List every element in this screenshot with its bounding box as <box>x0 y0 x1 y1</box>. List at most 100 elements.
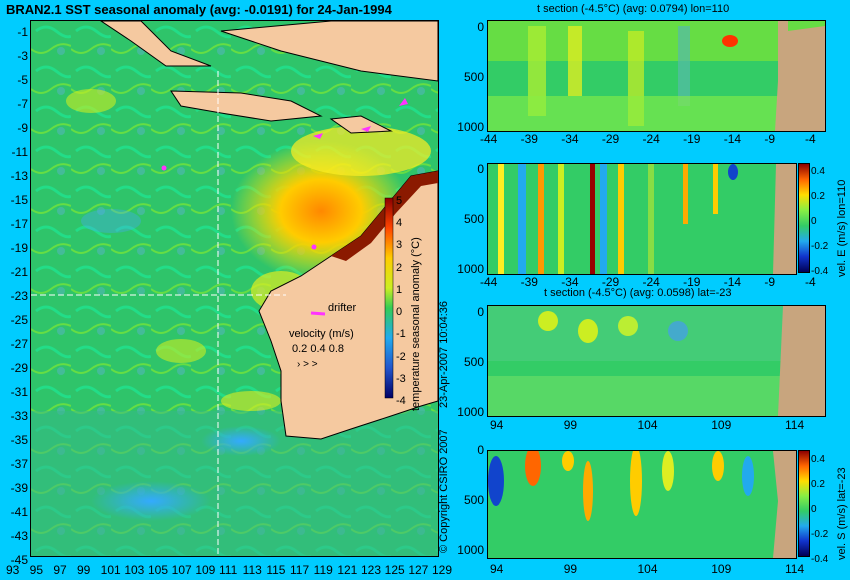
lon-tick-label: 113 <box>242 563 262 577</box>
y-tick-label: 1000 <box>457 543 484 557</box>
y-tick-label: 1000 <box>457 405 484 419</box>
x-tick-label: -39 <box>520 275 538 289</box>
lon-tick-label: 105 <box>148 563 169 577</box>
lon-tick-label: 121 <box>337 563 358 577</box>
t-lat-section-canvas <box>488 306 825 416</box>
velocity-legend-title: velocity (m/s) <box>289 328 354 340</box>
drifter-label: drifter <box>328 302 356 314</box>
sst-colorbar-tick: 1 <box>396 283 403 296</box>
colorbar-tick: 0 <box>811 504 817 515</box>
y-tick-label: 1000 <box>457 120 484 134</box>
cool-anomaly <box>201 426 281 456</box>
vel-s-section-plot[interactable] <box>487 450 797 559</box>
lon-tick-label: 123 <box>361 563 382 577</box>
lat-tick-label: -41 <box>10 505 28 519</box>
sst-colorbar-tick: 3 <box>396 239 403 252</box>
lat-tick-label: -35 <box>10 433 28 447</box>
lat-tick-label: -39 <box>10 481 28 495</box>
lat-tick-label: -19 <box>10 241 28 255</box>
colorbar-tick: -0.4 <box>811 554 829 565</box>
lat-tick-label: -3 <box>17 49 28 63</box>
drifter-markers <box>161 98 408 316</box>
y-tick-label: 0 <box>477 443 484 457</box>
colorbar-tick: -0.2 <box>811 241 829 252</box>
lat-tick-label: -13 <box>10 169 28 183</box>
sst-colorbar-tick: -2 <box>396 350 406 363</box>
lat-tick-label: -11 <box>11 145 28 159</box>
lat-tick-label: -45 <box>10 553 28 567</box>
colorbar-tick: -0.2 <box>811 529 829 540</box>
x-tick-label: 109 <box>711 418 732 432</box>
lat-tick-label: -37 <box>10 457 28 471</box>
lat-tick-label: -15 <box>10 193 28 207</box>
t-lat-section-plot[interactable] <box>487 305 826 417</box>
x-tick-label: -24 <box>642 275 660 289</box>
lat-tick-label: -31 <box>10 385 28 399</box>
map-title: BRAN2.1 SST seasonal anomaly (avg: -0.01… <box>6 2 392 17</box>
sst-colorbar-tick: -4 <box>396 395 406 407</box>
colorbar-tick: 0.2 <box>811 479 825 490</box>
x-tick-label: 94 <box>490 562 504 576</box>
sst-colorbar-tick: 2 <box>396 261 403 274</box>
x-tick-label: -19 <box>683 275 701 289</box>
colorbar-tick: 0.4 <box>811 166 825 177</box>
x-tick-label: -4 <box>805 275 816 289</box>
lon-tick-label: 117 <box>290 563 310 577</box>
lon-tick-label: 97 <box>53 563 67 577</box>
x-tick-label: -44 <box>480 132 498 146</box>
x-tick-label: -9 <box>764 275 776 289</box>
lat-tick-label: -5 <box>17 73 28 87</box>
vel-e-colorbar-label: vel. E (m/s) lon=110 <box>836 179 848 277</box>
t-lat-land <box>778 306 825 416</box>
lon-tick-label: 99 <box>77 563 91 577</box>
sumatra-land <box>100 21 212 67</box>
lon-tick-label: 125 <box>384 563 405 577</box>
lat-tick-label: -33 <box>10 409 28 423</box>
y-tick-label: 500 <box>463 70 484 84</box>
t-lon-section-canvas <box>488 21 825 131</box>
vel-s-colorbar-label: vel. S (m/s) lat=-23 <box>836 467 848 560</box>
x-tick-label: -44 <box>480 275 498 289</box>
x-tick-label: 94 <box>490 418 504 432</box>
x-tick-label: -14 <box>723 132 742 146</box>
sst-colorbar <box>384 197 394 399</box>
x-tick-label: -9 <box>764 132 776 146</box>
lat-tick-label: -27 <box>10 337 28 351</box>
lon-tick-label: 119 <box>313 563 333 577</box>
lon-tick-label: 107 <box>171 563 192 577</box>
lat-tick-label: -43 <box>10 529 28 543</box>
sst-colorbar-tick: -3 <box>396 372 406 385</box>
velocity-scale-values: 0.2 0.4 0.8 <box>292 343 344 355</box>
lat-tick-label: -1 <box>17 25 28 39</box>
y-tick-label: 500 <box>463 212 484 226</box>
y-tick-label: 0 <box>477 305 484 319</box>
lon-tick-label: 109 <box>195 563 216 577</box>
x-tick-label: -29 <box>601 275 620 289</box>
sst-anomaly-map[interactable]: drifter velocity (m/s) 0.2 0.4 0.8 › > > <box>30 20 439 557</box>
vel-s-section-canvas <box>488 451 796 558</box>
x-tick-label: 99 <box>563 418 578 432</box>
vel-s-land <box>773 451 796 558</box>
vel-s-colorbar <box>798 450 810 557</box>
java-land <box>170 90 323 122</box>
x-tick-label: -39 <box>520 132 538 146</box>
t-lon-land <box>775 21 825 131</box>
colorbar-tick: -0.4 <box>811 266 829 277</box>
vel-e-section-canvas <box>488 164 796 274</box>
lon-tick-label: 93 <box>6 563 20 577</box>
y-tick-label: 500 <box>463 493 484 507</box>
x-tick-label: -29 <box>601 132 620 146</box>
y-tick-label: 1000 <box>457 262 484 276</box>
y-tick-label: 0 <box>477 162 484 176</box>
x-tick-label: 114 <box>785 562 805 576</box>
lon-tick-label: 111 <box>219 563 238 577</box>
t-lon-section-plot[interactable] <box>487 20 826 132</box>
vel-e-section-plot[interactable] <box>487 163 797 275</box>
y-tick-label: 500 <box>463 355 484 369</box>
x-tick-label: -19 <box>683 132 701 146</box>
lon-tick-label: 95 <box>29 563 44 577</box>
borneo-land <box>220 21 438 82</box>
vel-e-colorbar <box>798 163 810 273</box>
t-lat-section-title: t section (-4.5°C) (avg: 0.0598) lat=-23 <box>544 287 732 299</box>
sst-colorbar-tick: 5 <box>396 195 403 207</box>
